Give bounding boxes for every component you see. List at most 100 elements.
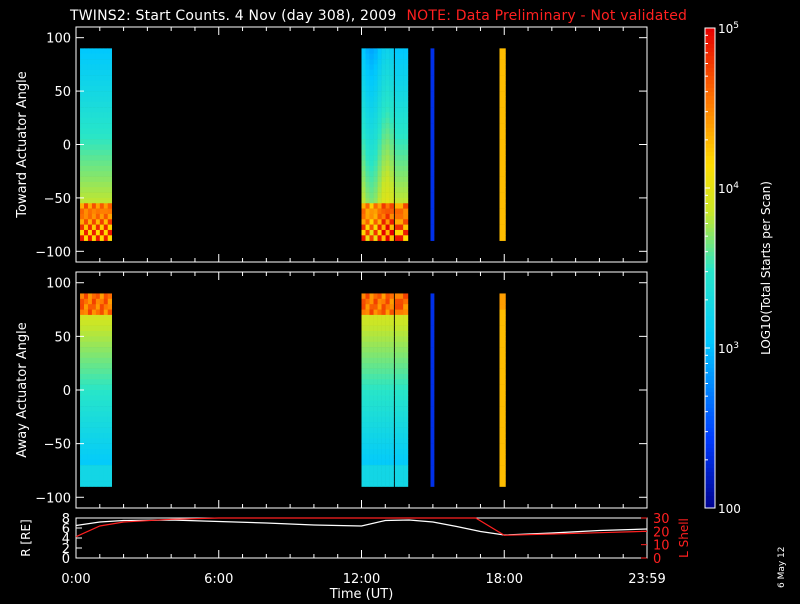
heatmap-cell: [99, 181, 105, 188]
heatmap-cell: [398, 395, 404, 402]
heatmap-cell: [84, 341, 89, 348]
colorbar-segment: [705, 88, 715, 93]
heatmap-cell: [373, 432, 378, 439]
heatmap-cell: [369, 91, 374, 97]
heatmap-cell: [84, 69, 89, 76]
heatmap-cell: [99, 69, 105, 76]
heatmap-cell: [381, 155, 386, 161]
heatmap-cell: [398, 80, 404, 87]
heatmap-cell: [377, 48, 382, 54]
heatmap-cell: [87, 320, 93, 326]
heatmap-cell: [365, 149, 370, 156]
colorbar-segment: [705, 340, 715, 345]
heatmap-cell: [99, 48, 105, 54]
heatmap-cell: [80, 341, 85, 348]
heatmap-cell: [361, 59, 366, 65]
heatmap-cell: [107, 69, 112, 76]
heatmap-cell: [80, 432, 85, 439]
heatmap-cell: [398, 320, 404, 326]
heatmap-cell: [369, 449, 374, 455]
heatmap-cell: [430, 149, 435, 156]
heatmap-cell: [403, 368, 409, 375]
heatmap-cell: [394, 449, 399, 455]
heatmap-cell: [377, 107, 382, 113]
colorbar-segment: [705, 40, 715, 45]
heatmap-cell: [389, 406, 394, 412]
heatmap-cell: [91, 309, 97, 316]
heatmap-cell: [107, 53, 112, 60]
colorbar-segment: [705, 320, 715, 325]
heatmap-cell: [103, 432, 109, 439]
colorbar-segment: [705, 268, 715, 273]
heatmap-cell: [369, 465, 374, 471]
heatmap-cell: [84, 80, 89, 87]
heatmap-cell: [369, 75, 374, 81]
heatmap-cell: [87, 219, 93, 225]
heatmap-cell: [373, 91, 378, 97]
heatmap-cell: [403, 432, 409, 439]
heatmap-cell: [103, 85, 109, 92]
heatmap-cell: [80, 192, 85, 199]
heatmap-cell: [385, 459, 390, 466]
heatmap-cell: [381, 59, 386, 65]
colorbar-segment: [705, 428, 715, 433]
left-y-tick-label: 4: [62, 532, 70, 547]
heatmap-cell: [499, 314, 506, 321]
heatmap-cell: [377, 192, 382, 199]
heatmap-cell: [91, 304, 97, 310]
colorbar-segment: [705, 152, 715, 157]
heatmap-cell: [430, 75, 435, 81]
heatmap-cell: [385, 470, 390, 477]
colorbar-segment: [705, 412, 715, 417]
heatmap-cell: [369, 144, 374, 151]
heatmap-cell: [499, 107, 506, 113]
heatmap-cell: [385, 101, 390, 108]
heatmap-cell: [403, 213, 409, 220]
heatmap-cell: [381, 208, 386, 215]
heatmap-cell: [99, 454, 105, 461]
heatmap-cell: [389, 101, 394, 108]
heatmap-cell: [80, 144, 85, 151]
heatmap-cell: [403, 235, 409, 241]
right-y-tick-label: 30: [653, 512, 670, 527]
heatmap-cell: [499, 325, 506, 332]
heatmap-cell: [369, 155, 374, 161]
heatmap-cell: [394, 64, 399, 71]
heatmap-cell: [99, 107, 105, 113]
heatmap-cell: [385, 384, 390, 391]
heatmap-cell: [87, 213, 93, 220]
heatmap-cell: [84, 160, 89, 167]
heatmap-cell: [403, 197, 409, 204]
heatmap-cell: [99, 432, 105, 439]
right-axis-label: L Shell: [677, 518, 691, 558]
heatmap-cell: [381, 197, 386, 204]
heatmap-cell: [377, 85, 382, 92]
heatmap-cell: [95, 80, 101, 87]
heatmap-cell: [377, 59, 382, 65]
colorbar-segment: [705, 60, 715, 65]
heatmap-cell: [103, 149, 109, 156]
heatmap-cell: [80, 128, 85, 135]
heatmap-cell: [99, 320, 105, 326]
heatmap-cell: [381, 304, 386, 310]
heatmap-cell: [80, 133, 85, 140]
heatmap-cell: [403, 320, 409, 326]
heatmap-cell: [87, 454, 93, 461]
heatmap-cell: [95, 293, 101, 300]
heatmap-cell: [398, 224, 404, 231]
heatmap-cell: [389, 144, 394, 151]
heatmap-cell: [499, 443, 506, 450]
heatmap-cell: [84, 75, 89, 81]
heatmap-cell: [91, 139, 97, 145]
heatmap-cell: [80, 219, 85, 225]
heatmap-cell: [430, 363, 435, 369]
heatmap-cell: [385, 197, 390, 204]
heatmap-cell: [103, 208, 109, 215]
heatmap-cell: [87, 192, 93, 199]
heatmap-cell: [430, 91, 435, 97]
heatmap-cell: [430, 133, 435, 140]
heatmap-cell: [377, 454, 382, 461]
heatmap-cell: [430, 128, 435, 135]
heatmap-cell: [377, 475, 382, 482]
colorbar-segment: [705, 292, 715, 297]
